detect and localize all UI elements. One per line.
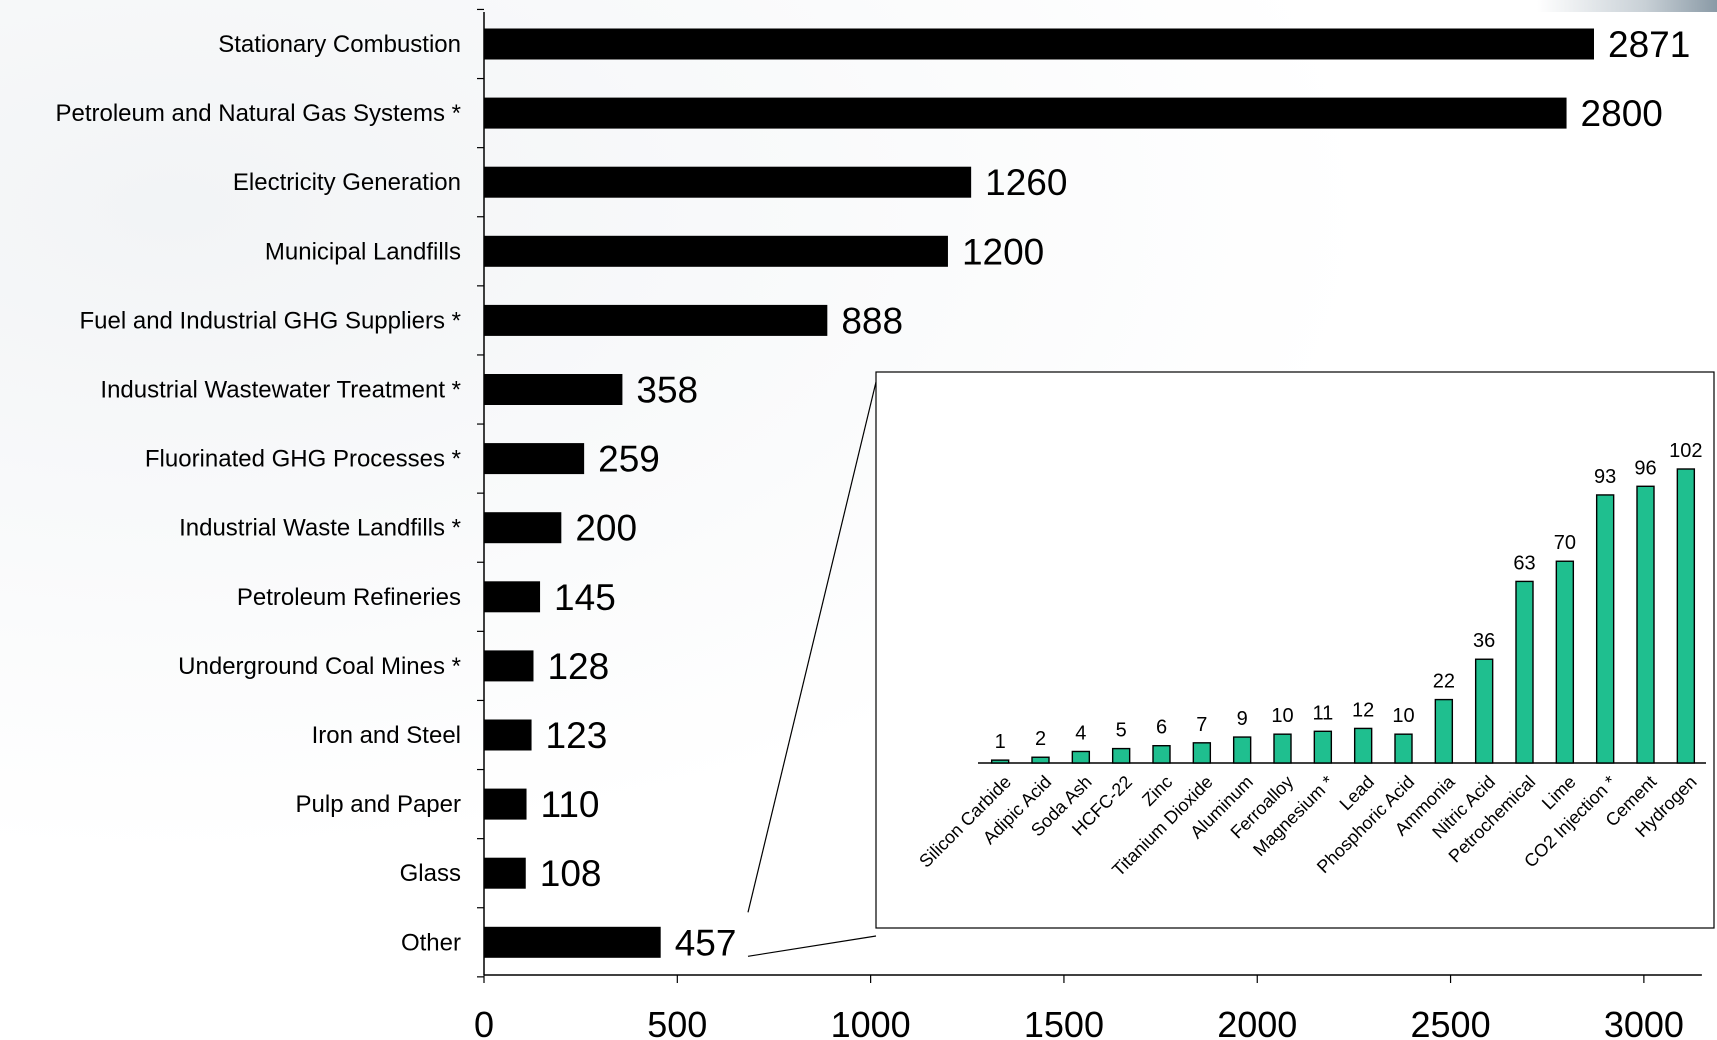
- inset-bar: [1353, 727, 1373, 764]
- bar: [484, 235, 948, 267]
- category-label: Iron and Steel: [312, 722, 461, 749]
- inset-data-label: 4: [1075, 722, 1086, 744]
- data-label: 110: [541, 784, 600, 825]
- inset-data-label: 10: [1271, 705, 1293, 727]
- inset-bar: [1555, 560, 1575, 764]
- inset-bar: [1595, 494, 1615, 764]
- corner-decoration: [1537, 0, 1717, 12]
- inset-data-label: 6: [1156, 717, 1167, 739]
- inset-bar: [1071, 750, 1091, 764]
- data-label: 2871: [1608, 24, 1690, 65]
- category-label: Municipal Landfills: [265, 238, 461, 265]
- inset-bar: [1192, 742, 1212, 764]
- x-tick-label: 2500: [1411, 1004, 1491, 1040]
- bar: [484, 788, 527, 820]
- connector-line: [747, 381, 877, 913]
- connector-line: [747, 935, 877, 957]
- inset-data-label: 36: [1473, 630, 1495, 652]
- data-label: 108: [540, 853, 602, 894]
- category-label: Industrial Waste Landfills *: [179, 515, 461, 542]
- x-tick-label: 3000: [1604, 1004, 1684, 1040]
- data-label: 123: [546, 715, 608, 756]
- inset-data-label: 11: [1312, 702, 1333, 724]
- category-label: Electricity Generation: [233, 169, 461, 196]
- x-tick-label: 500: [647, 1004, 707, 1040]
- inset-data-label: 12: [1352, 699, 1374, 721]
- category-label: Stationary Combustion: [218, 31, 461, 58]
- inset-bar: [1031, 756, 1050, 764]
- inset-data-label: 93: [1594, 466, 1616, 488]
- x-tick-label: 2000: [1217, 1004, 1297, 1040]
- category-label: Petroleum Refineries: [237, 584, 461, 611]
- inset-bar: [1313, 730, 1333, 764]
- bar: [484, 512, 562, 544]
- x-tick-label: 0: [474, 1004, 494, 1040]
- data-label: 1200: [962, 231, 1044, 272]
- inset-data-label: 10: [1392, 705, 1414, 727]
- inset-bar: [1434, 698, 1454, 764]
- inset-data-label: 22: [1433, 671, 1455, 693]
- bar: [484, 304, 828, 336]
- inset-data-label: 2: [1035, 728, 1046, 750]
- inset-bar: [1636, 485, 1655, 764]
- inset-bar: [1273, 733, 1292, 764]
- data-label: 1260: [985, 162, 1067, 203]
- inset-bar: [1515, 580, 1534, 764]
- bar: [484, 28, 1594, 60]
- inset-data-label: 9: [1237, 708, 1248, 730]
- inset-bar: [1152, 745, 1171, 764]
- inset-data-label: 63: [1513, 552, 1535, 574]
- data-label: 457: [675, 922, 737, 963]
- data-label: 259: [598, 439, 660, 480]
- bar: [484, 443, 585, 475]
- inset-bar: [1111, 747, 1131, 764]
- data-label: 2800: [1581, 93, 1663, 134]
- inset-bar: [990, 759, 1010, 764]
- data-label: 145: [554, 577, 616, 618]
- category-label: Fluorinated GHG Processes *: [145, 446, 461, 473]
- category-label: Fuel and Industrial GHG Suppliers *: [79, 307, 461, 334]
- bar: [484, 581, 541, 613]
- data-label: 200: [575, 508, 637, 549]
- inset-data-label: 7: [1196, 714, 1207, 736]
- data-label: 358: [636, 370, 698, 411]
- bar: [484, 857, 526, 889]
- x-tick-label: 1000: [831, 1004, 911, 1040]
- inset-data-label: 5: [1116, 720, 1127, 742]
- category-label: Pulp and Paper: [296, 791, 461, 818]
- inset-bar: [1474, 658, 1494, 764]
- bar: [484, 926, 661, 958]
- inset-bar: [1394, 733, 1413, 764]
- inset-bar: [1232, 736, 1252, 764]
- inset-bar: [1676, 468, 1696, 764]
- category-label: Glass: [400, 860, 461, 887]
- data-label: 888: [841, 300, 903, 341]
- x-tick-label: 1500: [1024, 1004, 1104, 1040]
- category-label: Industrial Wastewater Treatment *: [100, 377, 461, 404]
- category-label: Petroleum and Natural Gas Systems *: [55, 100, 461, 127]
- inset-frame: [875, 371, 1715, 929]
- inset-data-label: 70: [1554, 532, 1576, 554]
- bar: [484, 650, 534, 682]
- category-label: Other: [401, 929, 461, 956]
- bar: [484, 97, 1567, 129]
- bar: [484, 166, 972, 198]
- bar: [484, 374, 623, 405]
- inset-data-label: 1: [995, 731, 1006, 753]
- category-label: Underground Coal Mines *: [178, 653, 461, 680]
- inset-data-label: 96: [1634, 457, 1656, 479]
- inset-data-label: 102: [1669, 440, 1702, 462]
- data-label: 128: [547, 646, 609, 687]
- bar: [484, 719, 532, 751]
